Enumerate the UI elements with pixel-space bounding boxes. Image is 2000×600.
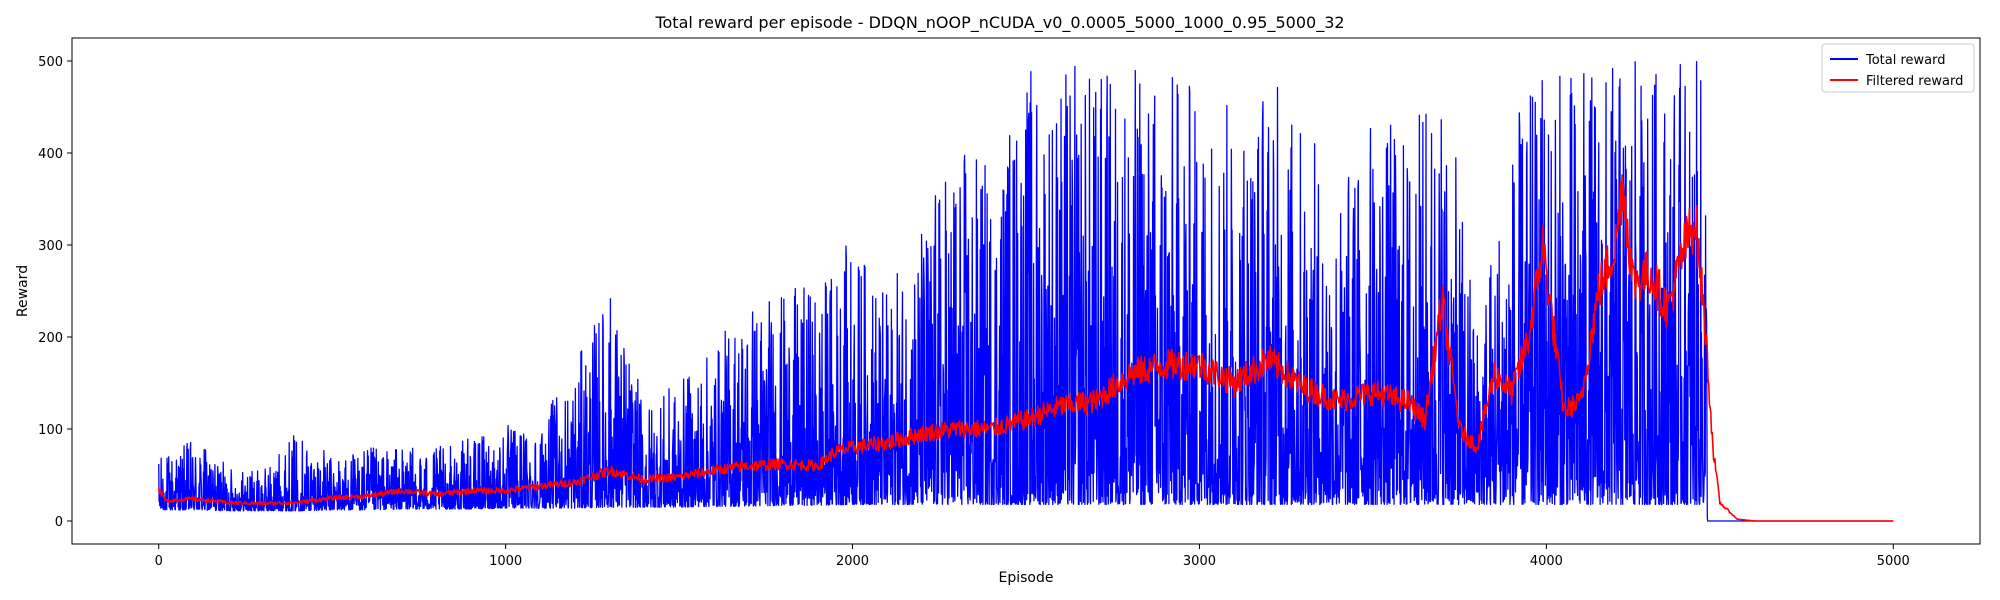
legend: Total reward Filtered reward: [1821, 43, 1975, 93]
x-tick-label: 4000: [1530, 554, 1563, 569]
x-tick-label: 3000: [1183, 554, 1216, 569]
legend-label-total-reward: Total reward: [1865, 53, 1946, 68]
plot-frame: [71, 37, 1981, 545]
series-total-reward: [158, 60, 1894, 522]
y-tick-label: 300: [38, 239, 63, 254]
y-tick-label: 100: [38, 423, 63, 438]
series-filtered-reward: [157, 174, 1894, 522]
y-tick-label: 500: [38, 55, 63, 70]
y-tick-label: 0: [55, 515, 63, 530]
plot-area: [71, 37, 1981, 545]
legend-box: [1821, 43, 1975, 93]
x-tick-label: 1000: [489, 554, 522, 569]
series-layer: [157, 60, 1894, 522]
x-tick-label: 0: [155, 554, 163, 569]
legend-label-filtered-reward: Filtered reward: [1866, 74, 1963, 89]
x-tick-label: 2000: [836, 554, 869, 569]
x-tick-label: 5000: [1877, 554, 1910, 569]
x-axis-label: Episode: [999, 570, 1054, 586]
x-axis: 0 1000 2000 3000 4000 5000: [155, 544, 1910, 569]
y-axis-label: Reward: [15, 265, 31, 317]
y-axis: 0 100 200 300 400 500: [38, 55, 72, 530]
chart-title: Total reward per episode - DDQN_nOOP_nCU…: [654, 13, 1344, 33]
y-tick-label: 200: [38, 331, 63, 346]
y-tick-label: 400: [38, 147, 63, 162]
